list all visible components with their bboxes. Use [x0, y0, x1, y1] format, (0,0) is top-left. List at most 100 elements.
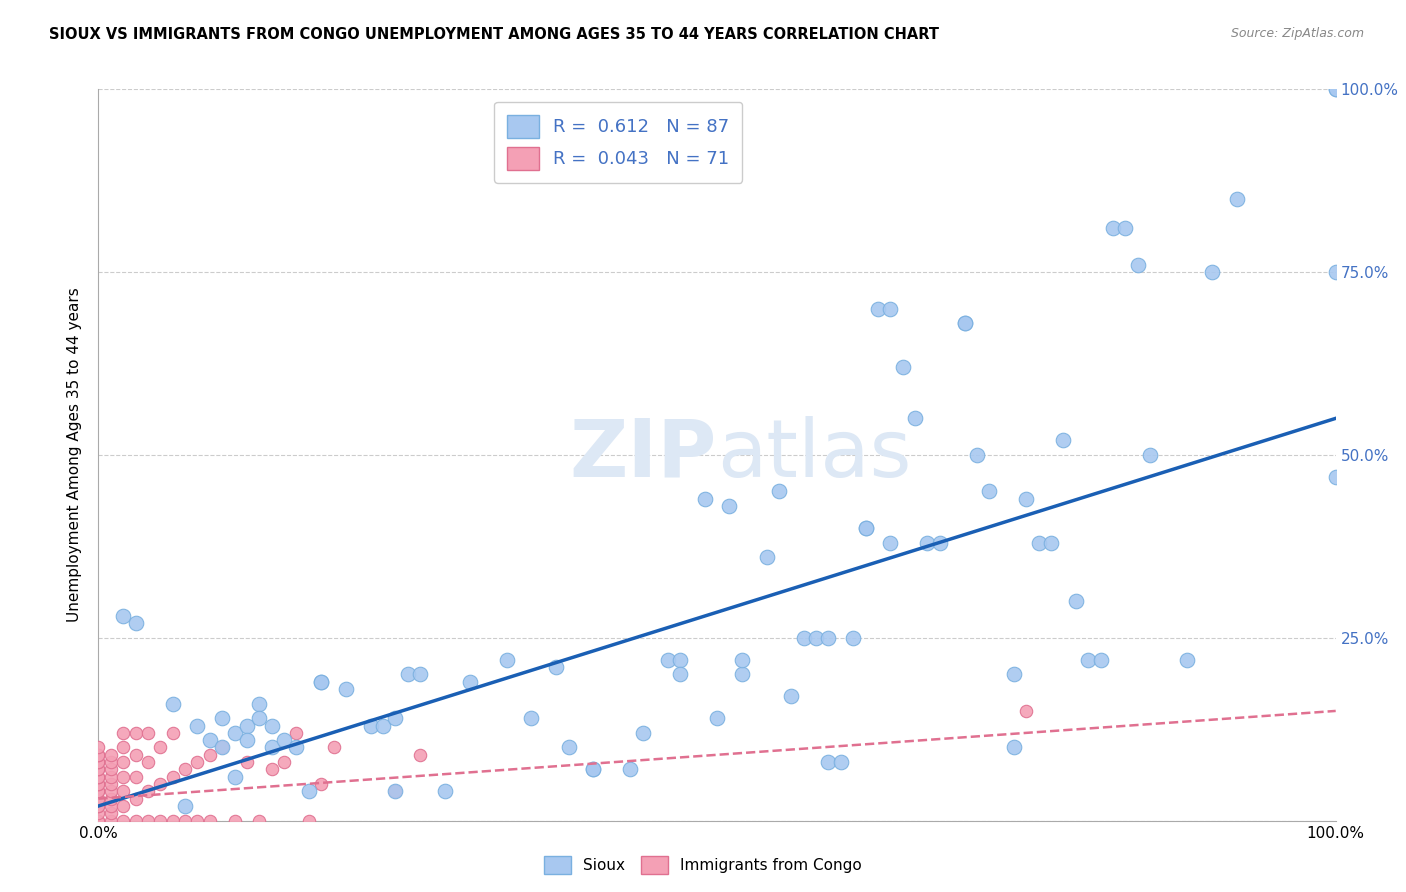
- Point: [793, 631, 815, 645]
- Point: [87, 770, 110, 784]
- Point: [224, 770, 246, 784]
- Point: [211, 740, 233, 755]
- Point: [112, 784, 135, 798]
- Point: [162, 726, 184, 740]
- Point: [433, 784, 456, 798]
- Text: SIOUX VS IMMIGRANTS FROM CONGO UNEMPLOYMENT AMONG AGES 35 TO 44 YEARS CORRELATIO: SIOUX VS IMMIGRANTS FROM CONGO UNEMPLOYM…: [49, 27, 939, 42]
- Point: [247, 814, 270, 828]
- Point: [112, 608, 135, 623]
- Point: [409, 667, 432, 681]
- Point: [112, 755, 135, 769]
- Point: [731, 667, 754, 681]
- Point: [928, 535, 950, 549]
- Point: [546, 660, 568, 674]
- Point: [224, 814, 246, 828]
- Point: [842, 631, 865, 645]
- Point: [1324, 82, 1347, 96]
- Point: [557, 740, 579, 755]
- Point: [917, 535, 939, 549]
- Point: [1139, 448, 1161, 462]
- Point: [211, 740, 233, 755]
- Point: [87, 814, 110, 828]
- Point: [236, 755, 259, 769]
- Point: [1324, 82, 1347, 96]
- Point: [100, 784, 122, 798]
- Point: [87, 791, 110, 805]
- Point: [879, 535, 901, 549]
- Point: [1077, 653, 1099, 667]
- Point: [371, 718, 394, 732]
- Point: [100, 791, 122, 805]
- Legend: R =  0.612   N = 87, R =  0.043   N = 71: R = 0.612 N = 87, R = 0.043 N = 71: [494, 102, 742, 183]
- Point: [1028, 535, 1050, 549]
- Point: [87, 763, 110, 777]
- Point: [904, 411, 927, 425]
- Point: [718, 499, 741, 513]
- Point: [149, 814, 172, 828]
- Point: [87, 777, 110, 791]
- Point: [1052, 434, 1074, 448]
- Point: [87, 791, 110, 805]
- Point: [309, 674, 332, 689]
- Point: [1226, 192, 1249, 206]
- Point: [124, 726, 146, 740]
- Point: [100, 747, 122, 762]
- Point: [1064, 594, 1087, 608]
- Point: [384, 711, 406, 725]
- Point: [706, 711, 728, 725]
- Point: [1175, 653, 1198, 667]
- Point: [755, 550, 778, 565]
- Point: [87, 799, 110, 814]
- Point: [657, 653, 679, 667]
- Legend: Sioux, Immigrants from Congo: Sioux, Immigrants from Congo: [537, 850, 869, 880]
- Point: [953, 316, 976, 330]
- Point: [124, 791, 146, 805]
- Text: ZIP: ZIP: [569, 416, 717, 494]
- Point: [1090, 653, 1112, 667]
- Point: [198, 747, 221, 762]
- Point: [100, 806, 122, 821]
- Point: [768, 484, 790, 499]
- Point: [162, 814, 184, 828]
- Point: [285, 740, 308, 755]
- Point: [100, 770, 122, 784]
- Point: [360, 718, 382, 732]
- Point: [149, 777, 172, 791]
- Point: [953, 316, 976, 330]
- Point: [112, 740, 135, 755]
- Point: [817, 755, 839, 769]
- Point: [260, 740, 283, 755]
- Point: [866, 301, 889, 316]
- Point: [298, 784, 321, 798]
- Y-axis label: Unemployment Among Ages 35 to 44 years: Unemployment Among Ages 35 to 44 years: [67, 287, 83, 623]
- Point: [100, 777, 122, 791]
- Point: [87, 740, 110, 755]
- Point: [458, 674, 481, 689]
- Point: [855, 521, 877, 535]
- Point: [236, 718, 259, 732]
- Point: [780, 690, 803, 704]
- Point: [112, 799, 135, 814]
- Point: [124, 770, 146, 784]
- Point: [162, 697, 184, 711]
- Point: [198, 733, 221, 747]
- Point: [495, 653, 517, 667]
- Point: [693, 491, 716, 506]
- Point: [224, 726, 246, 740]
- Point: [87, 777, 110, 791]
- Point: [830, 755, 852, 769]
- Point: [260, 763, 283, 777]
- Point: [669, 653, 692, 667]
- Point: [731, 653, 754, 667]
- Point: [136, 726, 159, 740]
- Point: [384, 784, 406, 798]
- Point: [1126, 258, 1149, 272]
- Point: [100, 799, 122, 814]
- Point: [149, 740, 172, 755]
- Point: [186, 718, 208, 732]
- Point: [582, 763, 605, 777]
- Point: [1324, 470, 1347, 484]
- Point: [247, 711, 270, 725]
- Point: [1102, 221, 1125, 235]
- Point: [87, 763, 110, 777]
